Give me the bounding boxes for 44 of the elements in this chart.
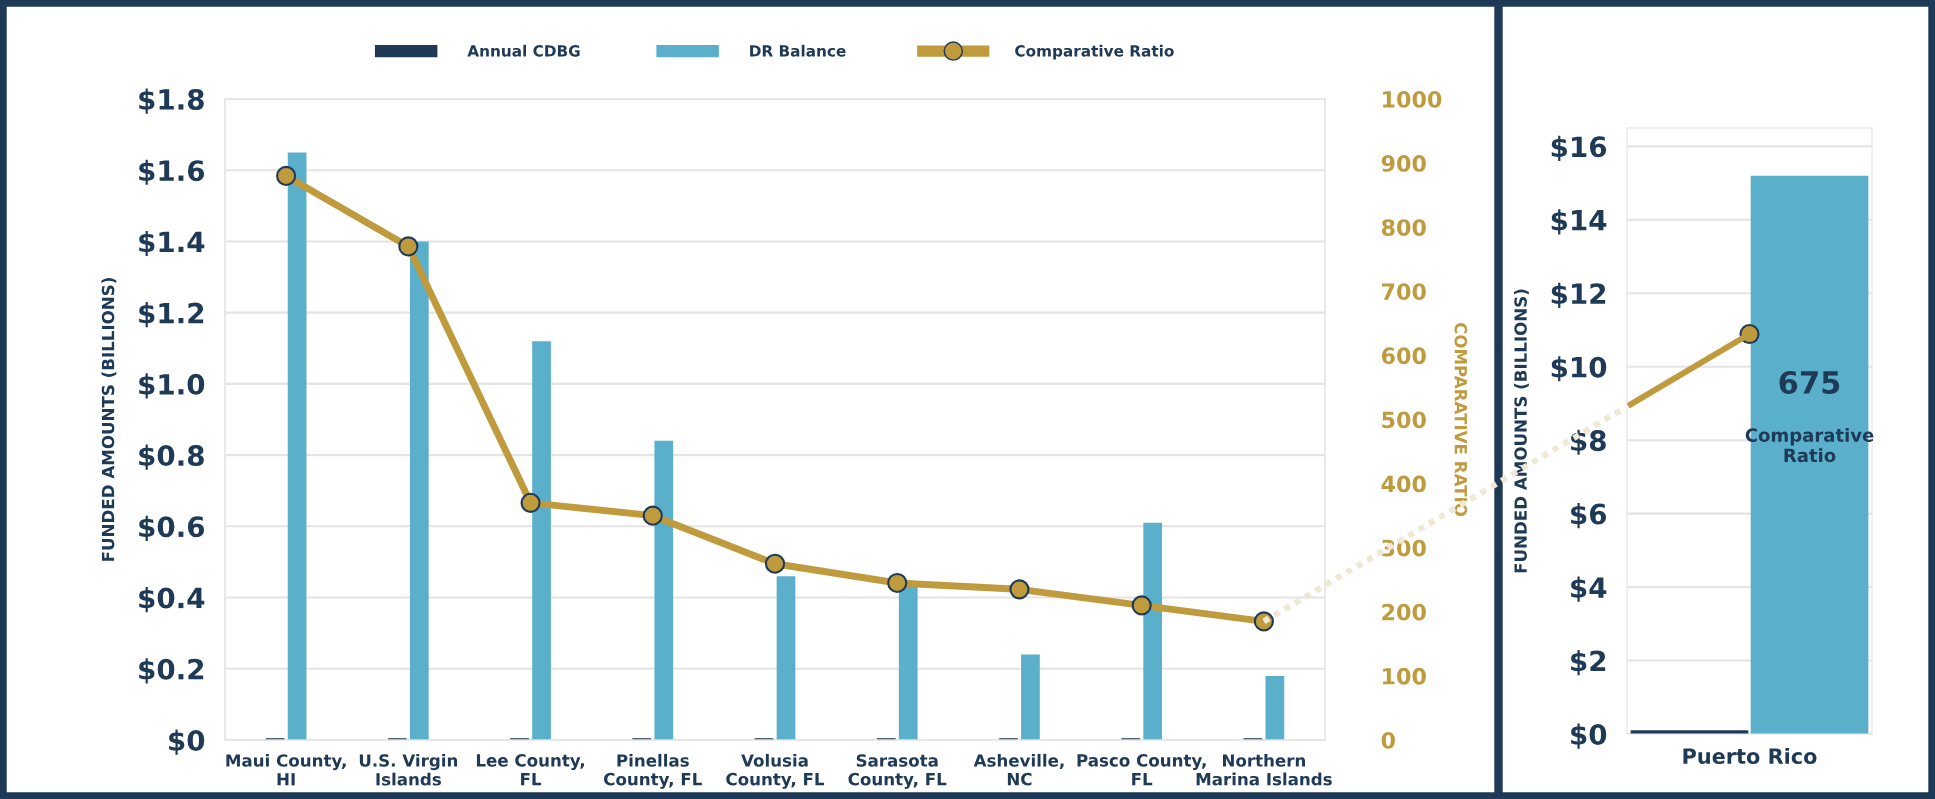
y2-tick-label: 500	[1382, 411, 1426, 429]
y-tick-label: $1.0	[139, 373, 205, 399]
legend-label: DR Balance	[750, 44, 846, 57]
y-tick-label: $6	[1571, 503, 1607, 529]
y-tick-label: $1.8	[139, 88, 204, 114]
legend-label: Comparative Ratio	[1015, 44, 1174, 60]
y-tick-label: $1.2	[139, 302, 204, 328]
y2-tick-label: 600	[1381, 347, 1426, 365]
x-tick-label: Lee County, FL	[476, 754, 585, 786]
x-tick-label: Puerto Rico	[1683, 747, 1817, 765]
y2-tick-label: 0	[1381, 731, 1395, 749]
y2-tick-label: 700	[1382, 283, 1426, 301]
y2-axis-title: COMPARATIVE RATIO	[1454, 322, 1468, 517]
y2-tick-label: 200	[1382, 603, 1426, 621]
y-axis-title: FUNDED AMOUNTS (BILLIONS)	[1514, 289, 1529, 573]
y-axis-title: FUNDED AMOUNTS (BILLIONS)	[101, 278, 117, 561]
y-tick-label: $4	[1571, 576, 1607, 602]
y-tick-label: $0.4	[139, 587, 205, 613]
y-tick-label: $1.4	[139, 230, 205, 257]
x-tick-label: Pinellas County, FL	[604, 753, 702, 789]
y2-tick-label: 800	[1381, 219, 1426, 236]
x-tick-label: U.S. Virgin Islands	[359, 753, 458, 786]
x-tick-label: Maui County, HI	[226, 753, 346, 786]
y-tick-label: $8	[1571, 429, 1606, 455]
y-tick-label: $0	[1571, 723, 1607, 749]
x-tick-label: Asheville, NC	[973, 753, 1064, 786]
y-tick-label: $1.6	[139, 159, 205, 185]
legend-label: Annual CDBG	[467, 44, 580, 57]
y2-tick-label: 400	[1381, 475, 1426, 493]
x-tick-label: Sarasota County, FL	[848, 754, 947, 789]
annotation: 675	[1779, 370, 1840, 395]
y-tick-label: $0.2	[139, 658, 204, 684]
y2-tick-label: 1000	[1383, 90, 1442, 108]
y-tick-label: $2	[1571, 649, 1606, 676]
y-tick-label: $0.8	[139, 444, 204, 470]
y2-tick-label: 900	[1381, 155, 1426, 172]
y-tick-label: $16	[1551, 135, 1607, 161]
y-tick-label: $0	[169, 729, 205, 755]
y-tick-label: $14	[1551, 209, 1607, 235]
x-tick-label: Volusia County, FL	[726, 753, 825, 789]
y-tick-label: $0.6	[139, 515, 205, 541]
y2-tick-label: 100	[1383, 667, 1426, 685]
y-tick-label: $10	[1551, 356, 1607, 382]
y-tick-label: $12	[1551, 282, 1606, 308]
